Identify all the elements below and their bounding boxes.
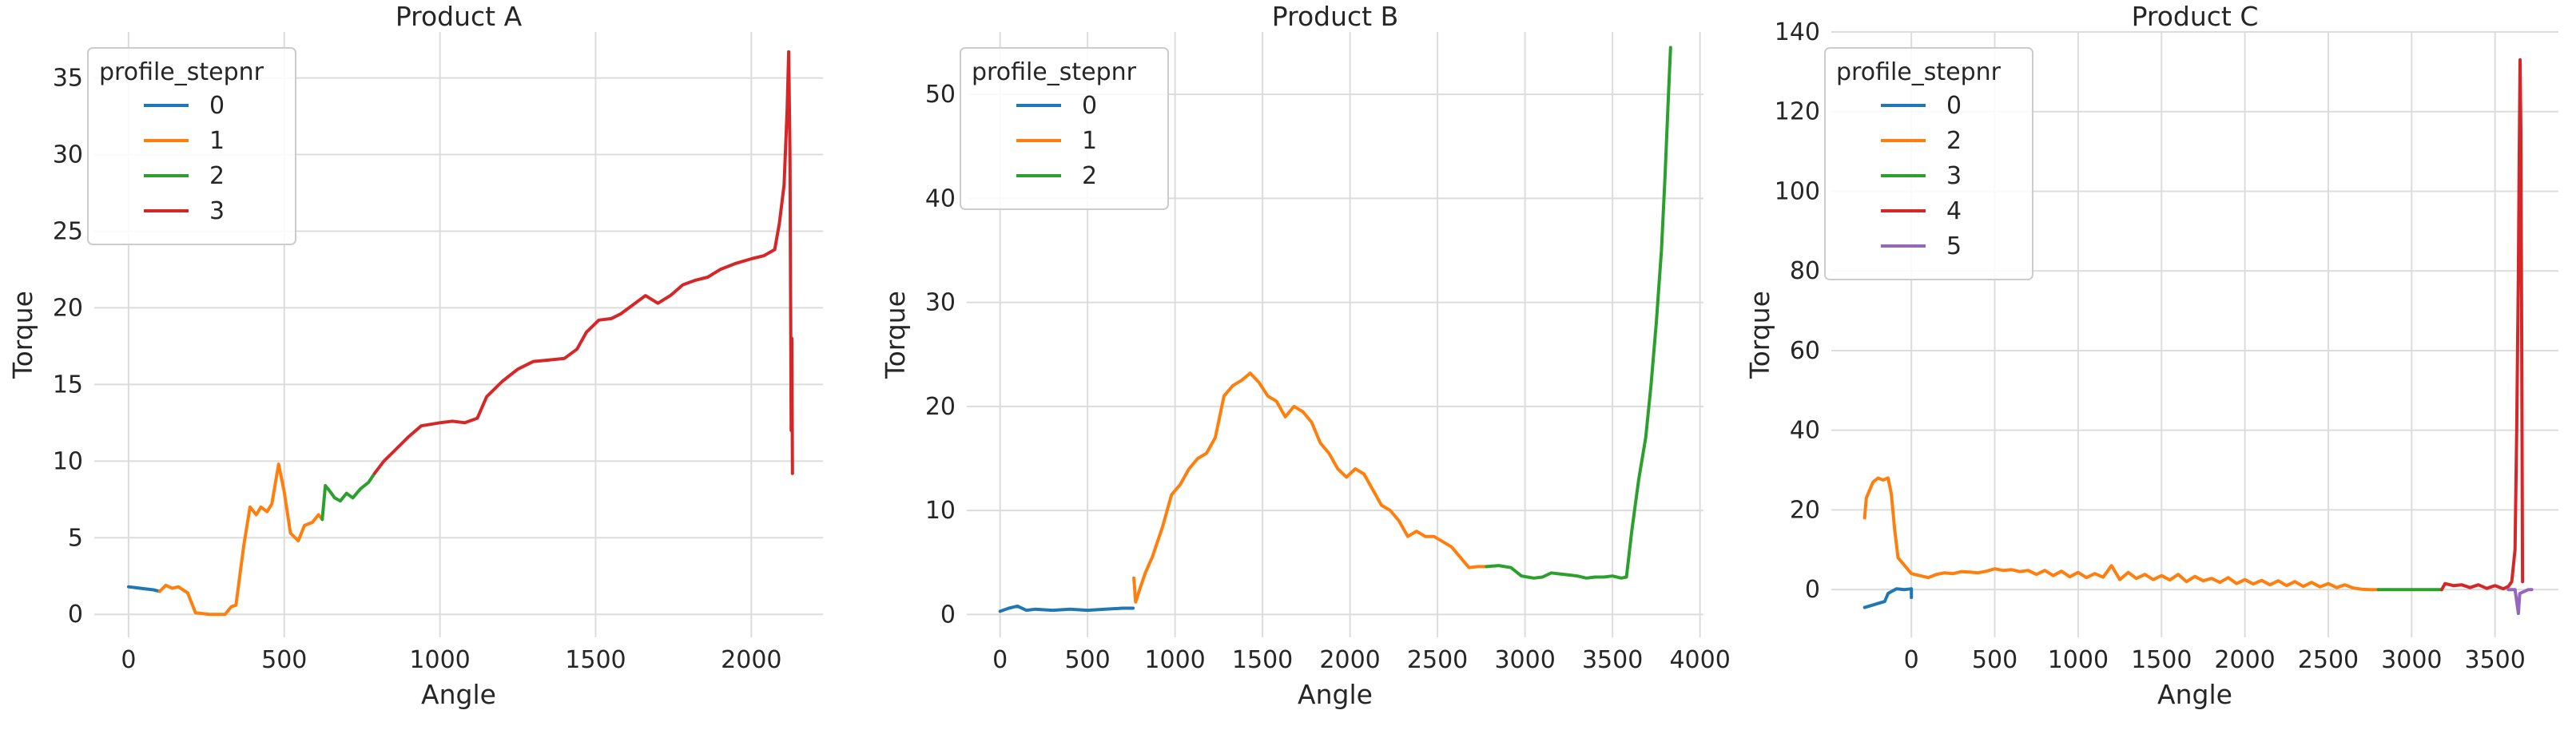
legend-label-0: 0 xyxy=(1946,92,1962,120)
y-tick-label: 25 xyxy=(53,217,83,245)
x-tick-label: 2500 xyxy=(1407,646,1468,674)
chart-title: Product B xyxy=(1272,1,1398,32)
y-tick-label: 80 xyxy=(1790,257,1820,285)
series-line-1 xyxy=(157,462,324,617)
x-tick-label: 500 xyxy=(1064,646,1110,674)
y-tick-label: 10 xyxy=(53,447,83,475)
y-tick-label: 40 xyxy=(925,184,956,212)
x-tick-label: 0 xyxy=(992,646,1008,674)
y-tick-label: 50 xyxy=(925,81,956,109)
legend-title: profile_stepnr xyxy=(99,58,264,86)
x-tick-label: 0 xyxy=(121,646,136,674)
x-axis-label: Angle xyxy=(421,679,496,710)
series-line-2 xyxy=(1485,46,1672,580)
y-axis-label: Torque xyxy=(1744,291,1775,379)
chart-panel-product-c: 0 500 1000 1500 2000 2500 3000 3500020406080100… xyxy=(1744,1,2558,710)
y-tick-label: 0 xyxy=(68,601,83,629)
legend-label-2: 2 xyxy=(1082,162,1097,190)
y-axis-label: Torque xyxy=(7,291,38,379)
x-tick-label: 1000 xyxy=(2048,646,2109,674)
legend-label-3: 3 xyxy=(1946,162,1962,190)
chart-title: Product C xyxy=(2132,1,2259,32)
legend-label-2: 2 xyxy=(1946,127,1962,155)
x-tick-label: 2000 xyxy=(1319,646,1380,674)
series-line-1 xyxy=(1132,371,1489,604)
y-tick-label: 0 xyxy=(940,601,956,629)
chart-title: Product A xyxy=(396,1,523,32)
y-tick-label: 0 xyxy=(1805,576,1820,604)
series-line-0 xyxy=(1862,587,1914,609)
x-tick-label: 3500 xyxy=(2465,646,2526,674)
y-tick-label: 15 xyxy=(53,371,83,399)
y-tick-label: 140 xyxy=(1775,18,1820,46)
x-tick-label: 2500 xyxy=(2298,646,2359,674)
x-axis-label: Angle xyxy=(2157,679,2232,710)
series-line-2 xyxy=(320,471,376,522)
y-tick-label: 30 xyxy=(53,141,83,169)
y-tick-label: 5 xyxy=(68,524,83,552)
x-tick-label: 500 xyxy=(261,646,307,674)
y-axis-label: Torque xyxy=(880,291,911,379)
legend-label-4: 4 xyxy=(1946,197,1962,225)
x-tick-label: 0 xyxy=(1904,646,1919,674)
legend-label-0: 0 xyxy=(209,92,225,120)
legend-label-1: 1 xyxy=(1082,127,1097,155)
x-tick-label: 3500 xyxy=(1582,646,1643,674)
y-tick-label: 60 xyxy=(1790,337,1820,365)
y-tick-label: 100 xyxy=(1775,177,1820,205)
y-tick-label: 30 xyxy=(925,289,956,317)
y-tick-label: 20 xyxy=(925,393,956,421)
series-line-0 xyxy=(126,585,161,593)
chart-panel-product-b: 0 500 1000 1500 2000 2500 3000 3500 400001020304… xyxy=(880,1,1731,710)
y-tick-label: 10 xyxy=(925,497,956,525)
x-tick-label: 1500 xyxy=(565,646,626,674)
series-line-4 xyxy=(2439,58,2525,592)
y-tick-label: 35 xyxy=(53,65,83,93)
legend-box xyxy=(1824,47,2033,280)
x-axis-label: Angle xyxy=(1298,679,1373,710)
legend-label-2: 2 xyxy=(209,162,225,190)
y-tick-label: 40 xyxy=(1790,417,1820,445)
legend-box xyxy=(960,47,1169,210)
legend-label-0: 0 xyxy=(1082,92,1097,120)
x-tick-label: 1500 xyxy=(1232,646,1293,674)
y-tick-label: 120 xyxy=(1775,98,1820,126)
x-tick-label: 1000 xyxy=(409,646,470,674)
series-line-5 xyxy=(2506,588,2534,616)
x-tick-label: 4000 xyxy=(1669,646,1730,674)
y-tick-label: 20 xyxy=(1790,496,1820,524)
legend-title: profile_stepnr xyxy=(972,58,1137,86)
legend-title: profile_stepnr xyxy=(1836,58,2002,86)
x-tick-label: 1000 xyxy=(1144,646,1205,674)
x-tick-label: 500 xyxy=(1972,646,2017,674)
series-line-2 xyxy=(1862,476,2380,592)
x-tick-label: 2000 xyxy=(2214,646,2275,674)
legend-label-5: 5 xyxy=(1946,232,1962,260)
x-tick-label: 2000 xyxy=(721,646,781,674)
x-tick-label: 1500 xyxy=(2131,646,2192,674)
y-tick-label: 20 xyxy=(53,294,83,322)
legend-label-3: 3 xyxy=(209,197,225,225)
series-line-0 xyxy=(998,604,1135,613)
legend-label-1: 1 xyxy=(209,127,225,155)
series-line-3 xyxy=(372,50,794,475)
x-tick-label: 3000 xyxy=(2381,646,2442,674)
x-tick-label: 3000 xyxy=(1494,646,1555,674)
legend-box xyxy=(87,47,296,245)
